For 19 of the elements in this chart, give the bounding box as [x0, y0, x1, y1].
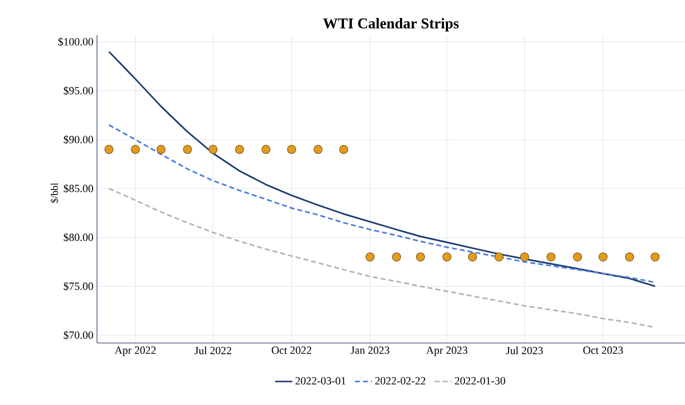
chart-title: WTI Calendar Strips — [323, 18, 459, 32]
y-tick-label: $85.00 — [64, 184, 94, 193]
y-axis-title: $/bbl — [50, 182, 59, 203]
y-tick-label: $100.00 — [58, 37, 94, 46]
x-tick-label: Jul 2023 — [506, 346, 543, 354]
x-tick-label: Apr 2022 — [114, 346, 156, 356]
legend-label: 2022-03-01 — [296, 377, 346, 385]
x-tick-label: Apr 2023 — [426, 346, 468, 356]
y-tick-label: $95.00 — [64, 86, 94, 96]
x-tick-label: Jan 2023 — [350, 346, 390, 354]
x-tick-label: Oct 2023 — [583, 346, 623, 354]
y-tick-label: $90.00 — [64, 135, 94, 144]
y-tick-label: $70.00 — [64, 330, 94, 340]
y-tick-label: $80.00 — [64, 233, 94, 242]
x-tick-label: Jul 2022 — [194, 346, 232, 354]
legend-label: 2022-02-22 — [375, 377, 426, 385]
x-tick-label: Oct 2022 — [272, 346, 312, 354]
legend-label: 2022-01-30 — [454, 377, 506, 385]
y-tick-label: $75.00 — [64, 282, 94, 291]
